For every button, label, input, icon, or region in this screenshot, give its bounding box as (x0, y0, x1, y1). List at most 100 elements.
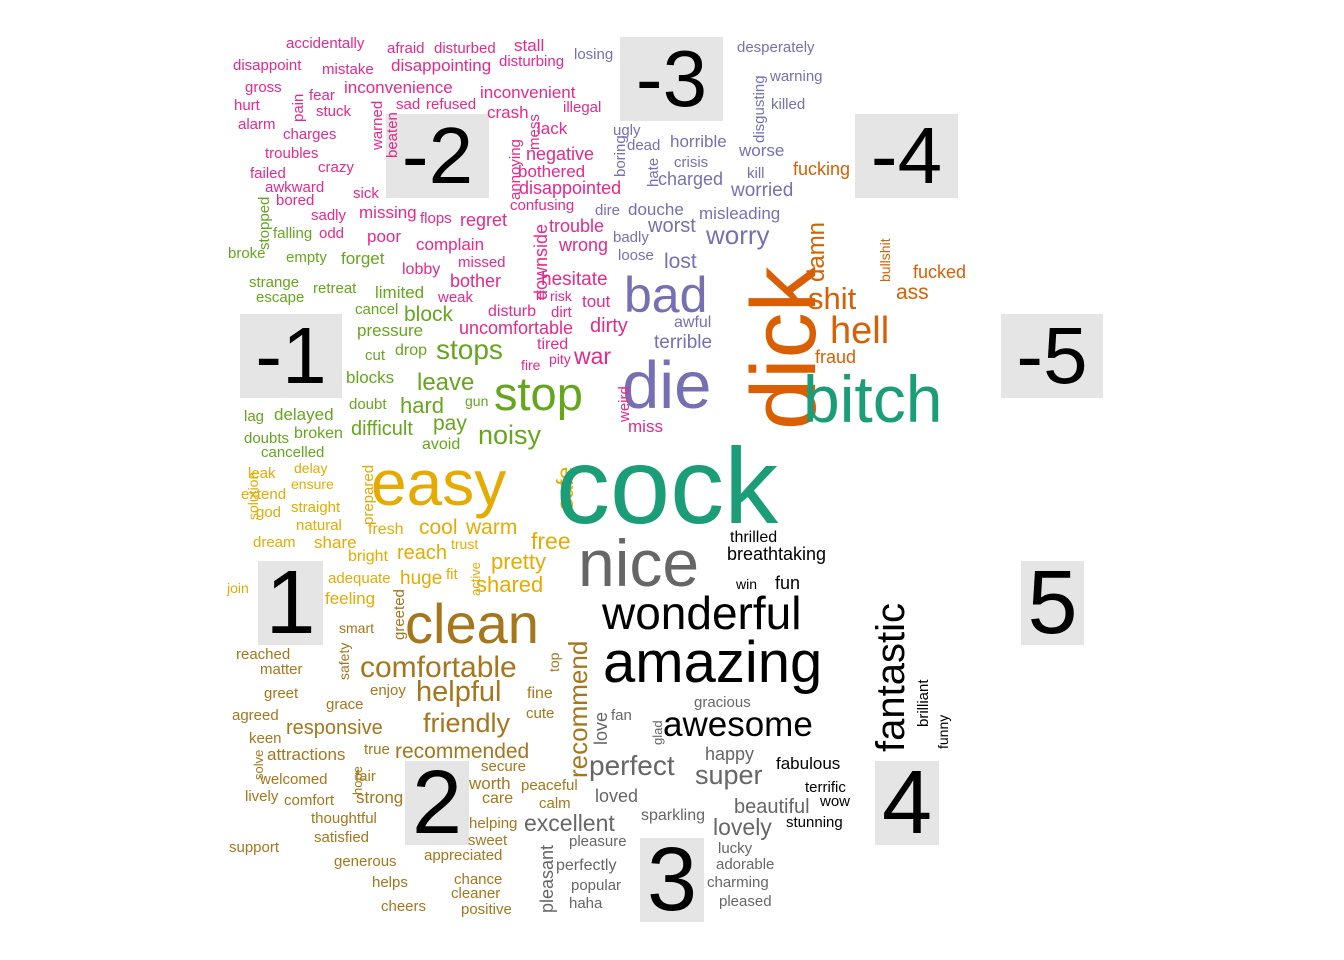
cloud-word-fraud: fraud (815, 347, 857, 367)
cloud-word-regret: regret (460, 210, 508, 230)
cloud-word-negative: negative (526, 144, 595, 164)
cloud-word-trouble: trouble (549, 216, 605, 236)
score-label-minus-5: -5 (1001, 314, 1103, 398)
cloud-word-leak: leak (248, 465, 276, 482)
cloud-word-pain: pain (290, 93, 307, 122)
cloud-word-ensure: ensure (291, 476, 334, 492)
cloud-word-pretty: pretty (491, 549, 547, 574)
cloud-word-disgusting: disgusting (751, 75, 768, 143)
cloud-word-inconvenience: inconvenience (344, 78, 453, 97)
cloud-word-bitch: bitch (803, 362, 943, 436)
cloud-word-sparkling: sparkling (641, 807, 706, 824)
cloud-word-care: care (482, 790, 514, 807)
score-label-minus-4: -4 (855, 114, 958, 198)
cloud-word-excellent: excellent (524, 810, 615, 836)
cloud-word-shared: shared (476, 572, 544, 597)
cloud-word-appreciated: appreciated (424, 847, 503, 864)
cloud-word-warm: warm (466, 516, 518, 539)
cloud-word-failed: failed (250, 165, 286, 182)
cloud-word-warned: warned (369, 100, 386, 150)
cloud-word-awkward: awkward (265, 179, 325, 196)
cloud-word-fantastic: fantastic (869, 603, 913, 752)
cloud-word-trust: trust (451, 536, 479, 552)
cloud-word-bothered: bothered (518, 162, 586, 181)
cloud-word-safety: safety (336, 642, 352, 680)
cloud-word-doubts: doubts (244, 430, 290, 447)
cloud-word-helping: helping (469, 815, 518, 832)
cloud-word-afraid: afraid (387, 40, 425, 57)
cloud-word-pity: pity (549, 351, 571, 367)
cloud-word-ass: ass (896, 281, 929, 304)
cloud-word-terrible: terrible (654, 332, 713, 353)
cloud-word-lovely: lovely (713, 814, 772, 840)
cloud-word-grace: grace (326, 696, 364, 713)
cloud-word-breathtaking: breathtaking (727, 544, 827, 564)
cloud-word-hell: hell (830, 310, 890, 352)
cloud-word-dream: dream (253, 534, 296, 551)
cloud-word-awesome: awesome (663, 705, 813, 744)
cloud-word-badly: badly (613, 229, 649, 246)
cloud-word-fun: fun (775, 573, 801, 593)
cloud-word-pleased: pleased (719, 893, 772, 910)
cloud-word-pressure: pressure (357, 321, 424, 340)
cloud-word-hard: hard (400, 393, 445, 418)
cloud-word-lively: lively (245, 788, 279, 805)
cloud-word-loose: loose (618, 247, 654, 264)
cloud-word-comfortable: comfortable (360, 651, 517, 684)
cloud-word-stops: stops (436, 334, 503, 365)
cloud-word-comfort: comfort (284, 792, 335, 809)
cloud-word-difficult: difficult (351, 418, 413, 440)
cloud-word-true: true (364, 741, 390, 758)
cloud-word-confusing: confusing (510, 197, 575, 214)
score-label-2: 2 (405, 758, 469, 848)
cloud-word-delayed: delayed (274, 405, 334, 424)
cloud-word-crash: crash (487, 103, 529, 122)
cloud-word-crazy: crazy (318, 159, 354, 176)
cloud-word-feeling: feeling (325, 589, 376, 608)
cloud-word-god: god (256, 504, 282, 521)
cloud-word-ill: ill (536, 288, 545, 303)
score-label-minus-3: -3 (620, 37, 723, 121)
score-label-minus-1: -1 (240, 314, 342, 398)
cloud-word-poor: poor (367, 227, 402, 246)
cloud-word-loved: loved (595, 786, 639, 806)
cloud-word-friendly: friendly (423, 708, 511, 738)
cloud-word-thoughtful: thoughtful (311, 810, 377, 827)
cloud-word-attractions: attractions (267, 745, 346, 764)
cloud-word-blocks: blocks (346, 368, 395, 387)
cloud-word-noisy: noisy (478, 420, 542, 450)
cloud-word-delay: delay (294, 460, 328, 476)
cloud-word-funny: funny (935, 714, 951, 749)
cloud-word-warning: warning (770, 68, 823, 85)
score-label-1: 1 (258, 558, 323, 648)
cloud-word-matter: matter (260, 661, 303, 678)
cloud-word-fabulous: fabulous (776, 754, 841, 773)
cloud-word-fear: fear (309, 87, 335, 104)
cloud-word-free: free (531, 528, 571, 554)
cloud-word-worst: worst (648, 215, 696, 237)
cloud-word-escape: escape (256, 289, 305, 306)
cloud-word-stopped: stopped (256, 196, 273, 250)
cloud-word-bad: bad (624, 267, 708, 323)
cloud-word-positive: positive (461, 901, 512, 918)
cloud-word-disturb: disturb (488, 303, 537, 320)
cloud-word-greet: greet (264, 685, 299, 702)
cloud-word-missing: missing (359, 203, 417, 222)
cloud-word-complain: complain (416, 235, 485, 254)
cloud-word-strange: strange (249, 274, 300, 291)
cloud-word-disappointing: disappointing (391, 56, 492, 75)
cloud-word-brilliant: brilliant (915, 679, 932, 727)
cloud-word-stall: stall (514, 36, 545, 55)
cloud-word-super: super (695, 760, 763, 790)
cloud-word-shit: shit (808, 281, 857, 316)
cloud-word-calm: calm (539, 795, 571, 812)
cloud-word-gracious: gracious (694, 694, 751, 711)
cloud-word-wonderful: wonderful (602, 587, 802, 639)
cloud-word-welcomed: welcomed (260, 771, 328, 788)
cloud-word-cheers: cheers (381, 898, 427, 915)
cloud-word-uncomfortable: uncomfortable (459, 318, 574, 338)
cloud-word-reached: reached (236, 646, 291, 663)
score-label-3: 3 (640, 835, 704, 925)
cloud-word-dirt: dirt (551, 304, 572, 321)
